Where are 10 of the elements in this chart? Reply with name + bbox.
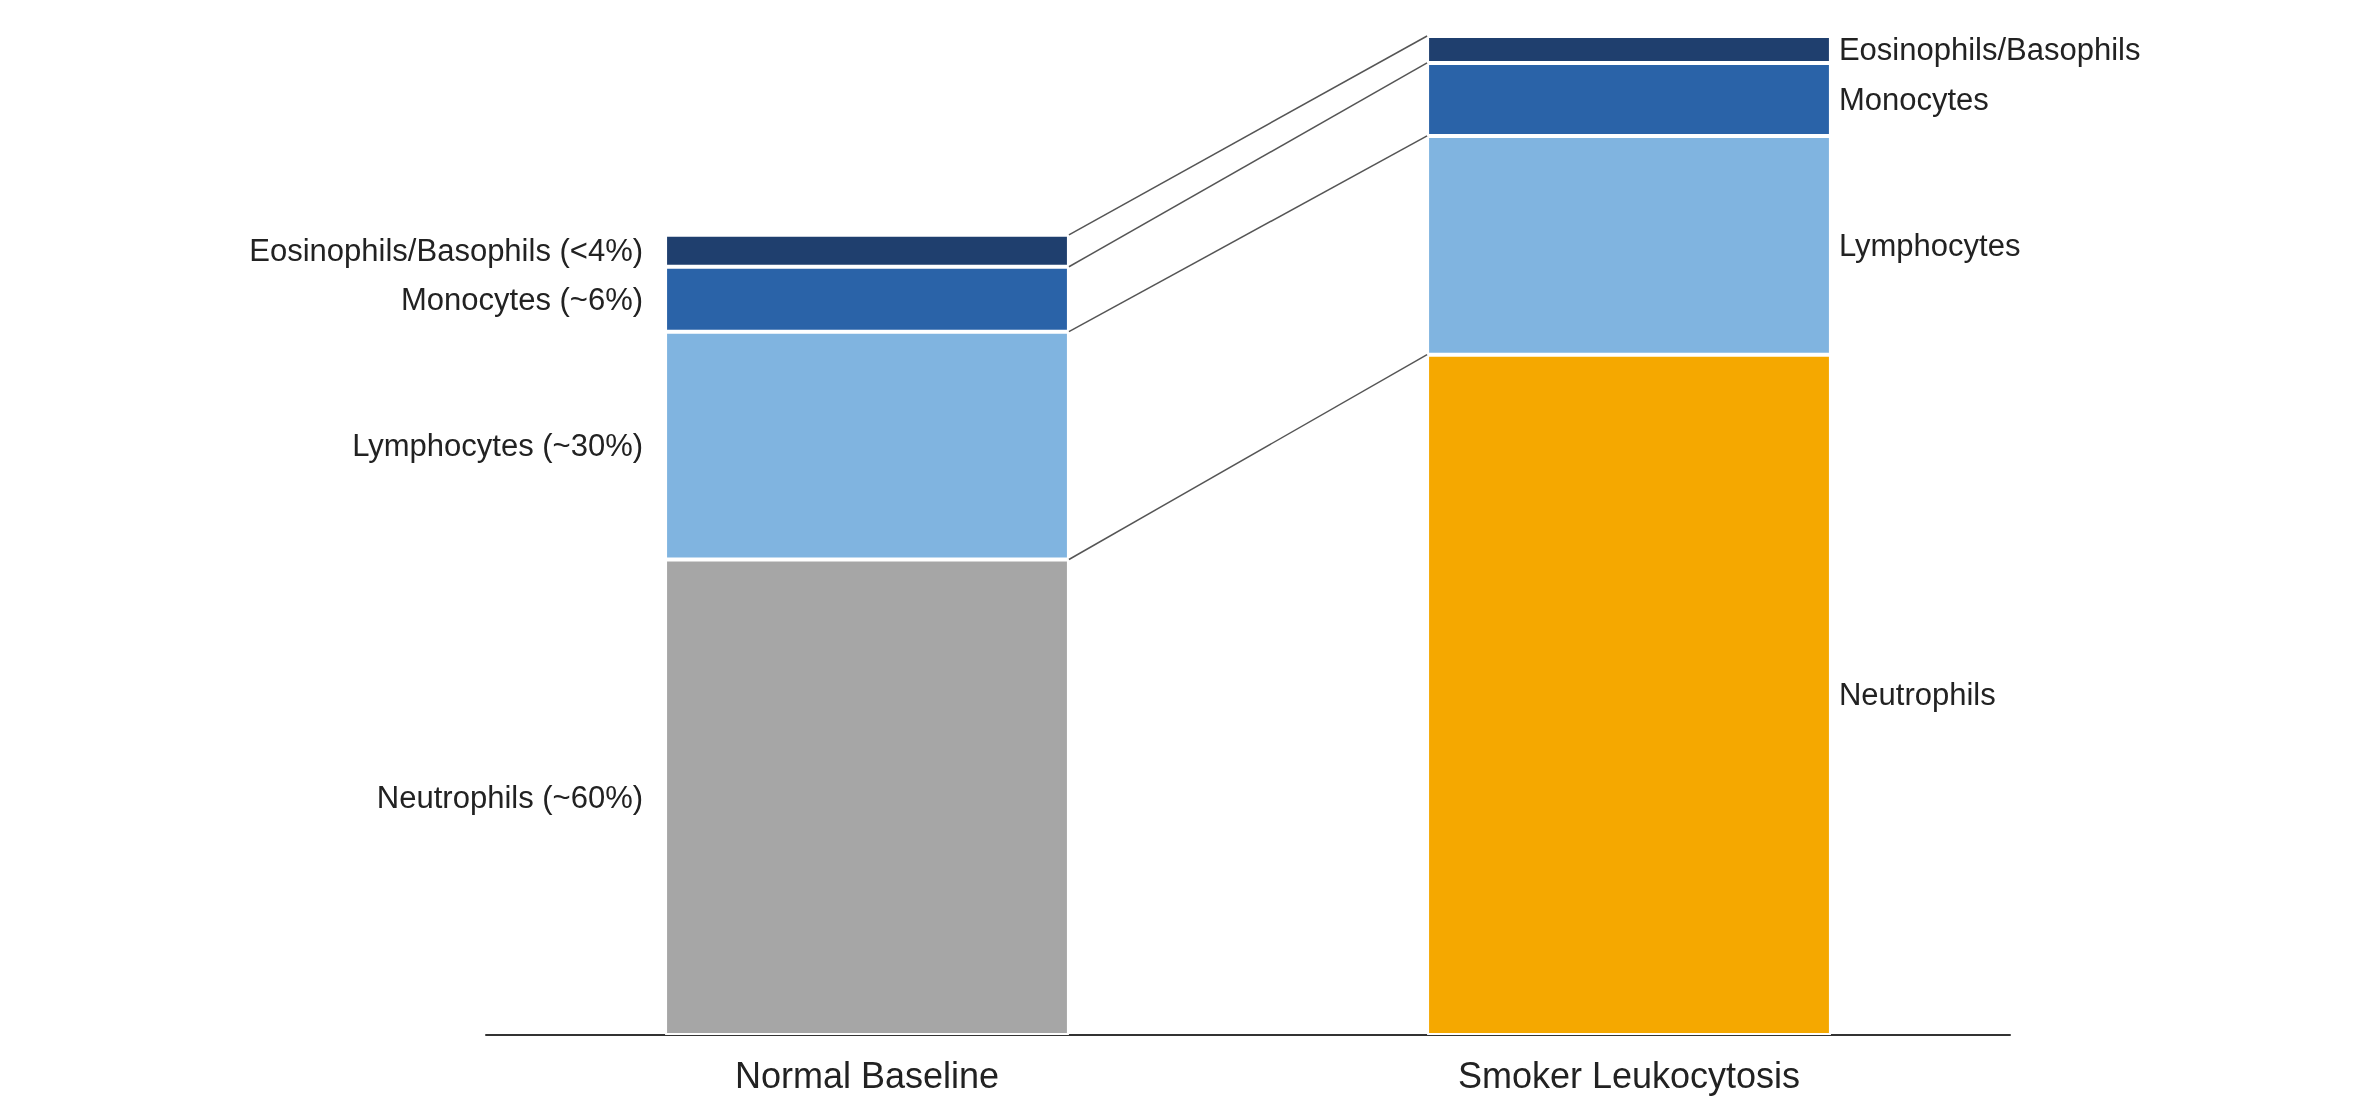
annotation: Lymphocytes (~30%) [352,428,644,464]
annotation: Eosinophils/Basophils (<4%) [249,233,644,269]
series-label: Neutrophils [1838,677,1996,713]
series-label: Lymphocytes [1838,227,2021,263]
series-label: Monocytes [1838,81,1989,117]
series-label: Eosinophils/Basophils [1838,31,2141,67]
annotation: Neutrophils (~60%) [376,779,644,815]
annotation: Monocytes (~6%) [400,281,644,317]
x-tick-label: Normal Baseline [734,1054,1000,1096]
x-tick-label: Smoker Leukocytosis [1457,1054,1801,1096]
